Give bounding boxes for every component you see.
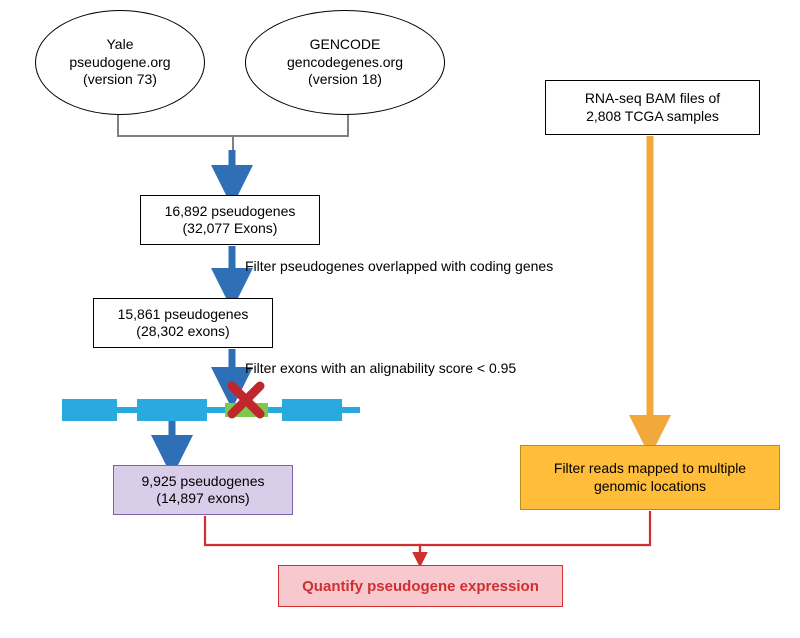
label-filter-alignability: Filter exons with an alignability score …	[245, 360, 516, 376]
node-filter-alignability: 9,925 pseudogenes (14,897 exons)	[113, 465, 293, 515]
yale-text: Yale pseudogene.org (version 73)	[69, 36, 170, 89]
merge-text: 16,892 pseudogenes (32,077 Exons)	[165, 203, 296, 238]
gencode-text: GENCODE gencodegenes.org (version 18)	[287, 36, 403, 89]
filtB-text: 9,925 pseudogenes (14,897 exons)	[142, 473, 265, 508]
diagram-canvas: Yale pseudogene.org (version 73) GENCODE…	[0, 0, 800, 638]
label-filter-coding-text: Filter pseudogenes overlapped with codin…	[245, 258, 553, 274]
filtA-text: 15,861 pseudogenes (28,302 exons)	[118, 306, 249, 341]
node-merged-pseudogenes: 16,892 pseudogenes (32,077 Exons)	[140, 195, 320, 245]
fr-text: Filter reads mapped to multiple genomic …	[554, 460, 746, 495]
node-gencode-source: GENCODE gencodegenes.org (version 18)	[245, 10, 445, 115]
label-filter-coding: Filter pseudogenes overlapped with codin…	[245, 258, 553, 274]
label-filter-alignability-text: Filter exons with an alignability score …	[245, 360, 516, 376]
node-yale-source: Yale pseudogene.org (version 73)	[35, 10, 205, 115]
node-filter-reads: Filter reads mapped to multiple genomic …	[520, 445, 780, 510]
quant-text: Quantify pseudogene expression	[302, 578, 539, 595]
node-quantify: Quantify pseudogene expression	[278, 565, 563, 607]
node-tcga-input: RNA-seq BAM files of 2,808 TCGA samples	[545, 80, 760, 135]
node-filter-coding: 15,861 pseudogenes (28,302 exons)	[93, 298, 273, 348]
tcga-text: RNA-seq BAM files of 2,808 TCGA samples	[585, 90, 720, 125]
